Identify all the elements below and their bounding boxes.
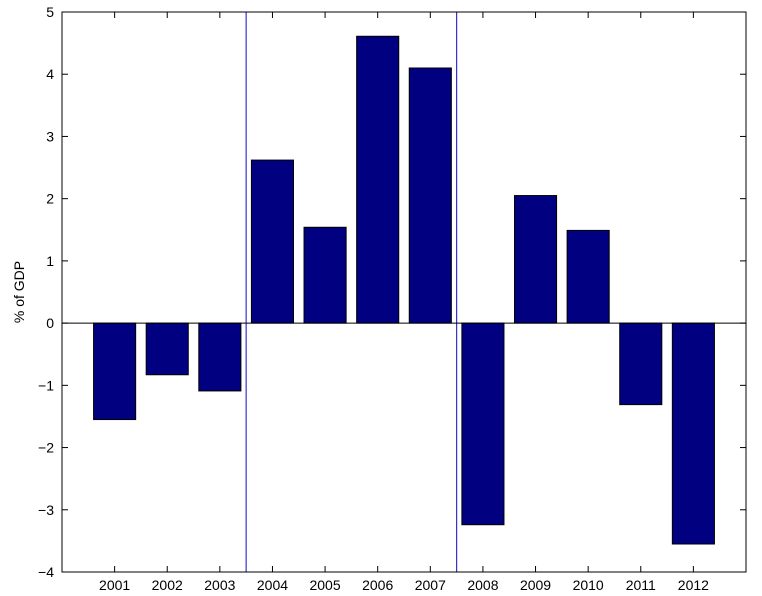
x-tick-label-2006: 2006: [362, 577, 393, 593]
bar-2006: [356, 35, 400, 324]
x-tick-label-2001: 2001: [99, 577, 130, 593]
y-tick-label: 4: [46, 66, 54, 82]
y-tick-label: −4: [38, 564, 54, 580]
y-axis-label: % of GDP: [11, 261, 27, 323]
x-tick-label-2008: 2008: [467, 577, 498, 593]
y-tick-label: −1: [38, 377, 54, 393]
y-tick-label: 3: [46, 128, 54, 144]
y-tick-label: 5: [46, 4, 54, 20]
x-tick-label-2010: 2010: [573, 577, 604, 593]
y-tick-label: −2: [38, 440, 54, 456]
x-tick-label-2012: 2012: [678, 577, 709, 593]
x-tick-label-2003: 2003: [204, 577, 235, 593]
bar-2009: [513, 195, 558, 324]
bar-2011: [619, 322, 663, 406]
bar-2007: [408, 67, 452, 324]
y-tick-label: 1: [46, 253, 54, 269]
y-ticks: −4 −3 −2 −1 0 1 2 3 4 5: [38, 4, 746, 580]
x-tick-label-2004: 2004: [257, 577, 288, 593]
x-ticks: 2001 2002 2003 2004 2005 2006 2007 2008 2009 2010…: [99, 12, 709, 593]
bar-2002: [145, 322, 189, 376]
bar-2008: [461, 322, 505, 526]
x-tick-label-2005: 2005: [309, 577, 340, 593]
y-tick-label: 0: [46, 315, 54, 331]
bar-2012: [671, 322, 715, 545]
x-tick-label-2009: 2009: [520, 577, 551, 593]
axes-frame: [61, 11, 747, 573]
bar-2003: [198, 322, 242, 392]
x-tick-label-2002: 2002: [152, 577, 183, 593]
bar-2004: [250, 159, 295, 324]
y-tick-label: −3: [38, 502, 54, 518]
x-tick-label-2011: 2011: [626, 577, 656, 593]
y-tick-label: 2: [46, 191, 54, 207]
separator-lines: [245, 12, 458, 572]
bars-group: [93, 35, 715, 545]
bar-2010: [566, 229, 610, 324]
bar-2001: [93, 322, 137, 421]
bar-2005: [303, 226, 347, 324]
x-tick-label-2007: 2007: [415, 577, 446, 593]
